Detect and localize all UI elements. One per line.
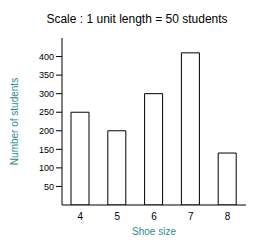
svg-text:400: 400: [39, 52, 54, 62]
svg-text:200: 200: [39, 126, 54, 136]
svg-text:7: 7: [188, 211, 194, 222]
svg-text:50: 50: [44, 182, 54, 192]
svg-text:6: 6: [151, 211, 157, 222]
svg-text:8: 8: [225, 211, 231, 222]
svg-text:350: 350: [39, 70, 54, 80]
svg-text:4: 4: [78, 211, 84, 222]
svg-text:250: 250: [39, 107, 54, 117]
svg-text:Shoe size: Shoe size: [132, 226, 176, 237]
html-text:Scale : 1 unit length = 50 stu: Scale : 1 unit length = 50 students: [46, 12, 228, 26]
svg-text:150: 150: [39, 145, 54, 155]
svg-text:300: 300: [39, 89, 54, 99]
svg-text:Number of students: Number of students: [9, 78, 20, 165]
svg-text:5: 5: [114, 211, 120, 222]
svg-text:100: 100: [39, 163, 54, 173]
